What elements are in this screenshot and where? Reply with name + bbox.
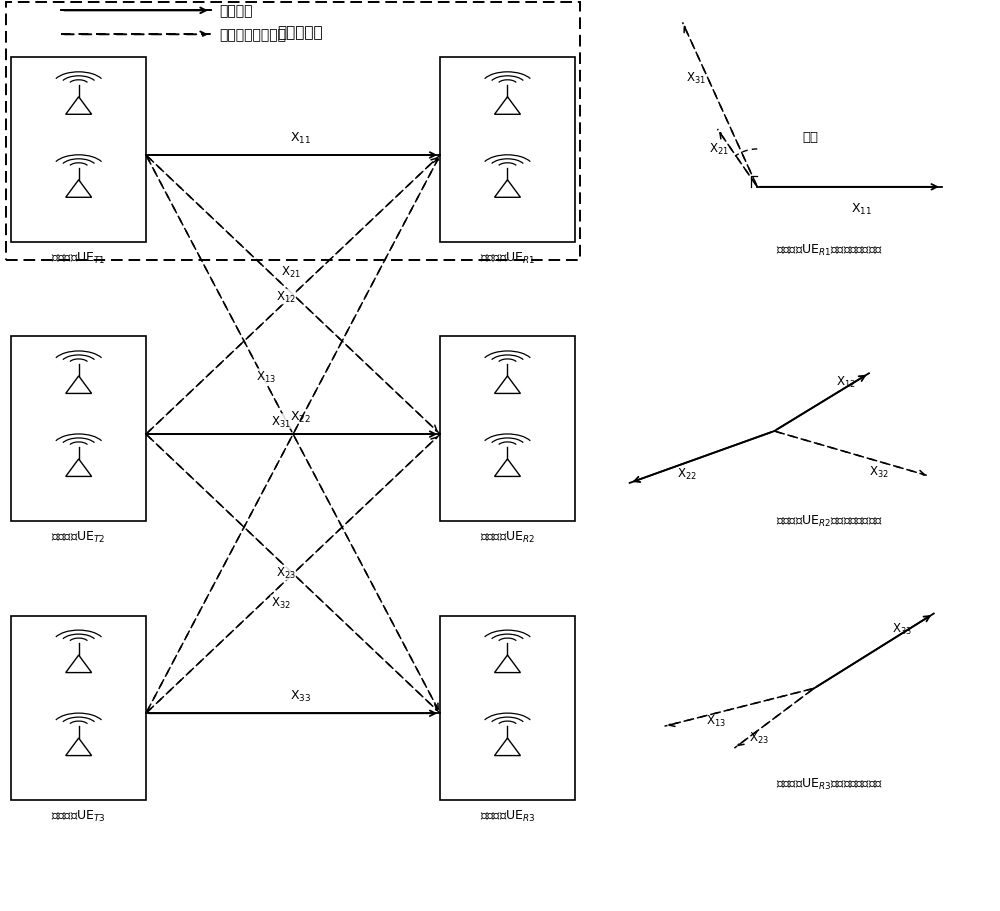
Polygon shape [495,180,520,198]
Text: X$_{12}$: X$_{12}$ [836,374,856,390]
Text: 发射终端UE$_{T2}$: 发射终端UE$_{T2}$ [51,529,106,544]
Text: X$_{13}$: X$_{13}$ [706,713,726,729]
Polygon shape [495,97,520,115]
Bar [11,337,146,521]
Polygon shape [495,738,520,756]
Polygon shape [66,655,92,673]
Text: 发射终端UE$_{T1}$: 发射终端UE$_{T1}$ [51,251,106,265]
Text: X$_{31}$: X$_{31}$ [271,415,291,429]
Text: 一个业务对: 一个业务对 [278,26,323,40]
Text: X$_{21}$: X$_{21}$ [709,142,729,158]
Bar [11,616,146,800]
Bar [440,337,575,521]
Text: 接收终端UE$_{R1}$处理后的信号空间: 接收终端UE$_{R1}$处理后的信号空间 [776,242,882,258]
Text: 接收终端UE$_{R2}$: 接收终端UE$_{R2}$ [480,529,535,544]
Text: X$_{23}$: X$_{23}$ [749,731,769,745]
Text: 接收终端UE$_{R1}$: 接收终端UE$_{R1}$ [480,251,535,265]
Text: 有用信号: 有用信号 [219,5,252,18]
Text: 对其他终端的干扰: 对其他终端的干扰 [219,28,286,42]
Text: 接收终端UE$_{R3}$处理后的信号空间: 接收终端UE$_{R3}$处理后的信号空间 [776,776,882,792]
Text: X$_{12}$: X$_{12}$ [276,290,296,304]
Text: X$_{11}$: X$_{11}$ [851,201,872,217]
Text: X$_{33}$: X$_{33}$ [290,689,311,703]
Text: 正交: 正交 [802,131,818,144]
Text: X$_{23}$: X$_{23}$ [276,566,296,580]
Bar [440,58,575,242]
Polygon shape [495,655,520,673]
Text: X$_{11}$: X$_{11}$ [290,131,311,146]
Text: 接收终端UE$_{R3}$: 接收终端UE$_{R3}$ [480,808,535,824]
Polygon shape [66,97,92,115]
Text: 发射终端UE$_{T3}$: 发射终端UE$_{T3}$ [51,808,106,824]
Polygon shape [495,376,520,394]
Text: 接收终端UE$_{R2}$处理后的信号空间: 接收终端UE$_{R2}$处理后的信号空间 [776,513,882,528]
Text: X$_{32}$: X$_{32}$ [869,465,889,479]
Text: X$_{22}$: X$_{22}$ [290,410,311,425]
Text: X$_{22}$: X$_{22}$ [677,466,696,482]
Polygon shape [66,459,92,477]
Text: X$_{32}$: X$_{32}$ [271,596,291,610]
Polygon shape [66,738,92,756]
Polygon shape [66,376,92,394]
Text: X$_{33}$: X$_{33}$ [892,621,912,637]
Polygon shape [495,459,520,477]
Polygon shape [66,180,92,198]
Bar [6,4,580,261]
Text: X$_{31}$: X$_{31}$ [686,70,705,86]
Text: X$_{13}$: X$_{13}$ [256,369,276,384]
Bar [440,616,575,800]
Text: X$_{21}$: X$_{21}$ [281,265,301,280]
Bar [11,58,146,242]
